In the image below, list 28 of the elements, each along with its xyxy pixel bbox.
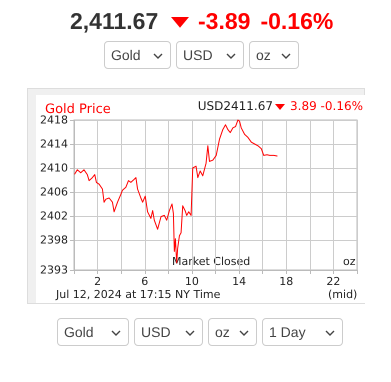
chart-subtitle: USD2411.67 xyxy=(198,99,273,113)
text: 2,411.67 xyxy=(70,8,158,35)
x-tick-label: 18 xyxy=(279,275,294,288)
dropdown-field: Gold xyxy=(57,318,129,346)
dropdown-field: oz xyxy=(249,41,299,69)
y-tick-label: 2414 xyxy=(40,138,68,150)
x-tick-label: 10 xyxy=(184,275,199,288)
x-tick-label: 2 xyxy=(94,275,102,288)
line-series xyxy=(74,120,278,264)
x-tick-label: 14 xyxy=(232,275,246,288)
text: 3.89 -0.16% xyxy=(290,99,363,113)
y-tick-label: 2406 xyxy=(40,186,68,198)
text: -3.89 xyxy=(198,8,250,34)
text: Jul 12, 2024 at 17:15 NY Time xyxy=(55,288,221,301)
y-tick-label: 2398 xyxy=(40,234,68,246)
y-tick-label: 2393 xyxy=(40,264,68,276)
annotation: oz xyxy=(343,255,356,268)
x-tick-label: 22 xyxy=(326,275,340,288)
dropdown-field: oz xyxy=(208,318,257,346)
dropdown-field: USD xyxy=(176,41,244,69)
x-tick-label: 6 xyxy=(141,275,148,288)
y-tick-label: 2402 xyxy=(40,210,68,222)
dropdown-field: Gold xyxy=(104,41,171,69)
dropdown-field: USD xyxy=(134,318,203,346)
text: -0.16% xyxy=(260,8,334,34)
dropdown-field: 1 Day xyxy=(262,318,343,346)
text: (mid) xyxy=(328,288,358,301)
y-tick-label: 2410 xyxy=(40,162,68,174)
